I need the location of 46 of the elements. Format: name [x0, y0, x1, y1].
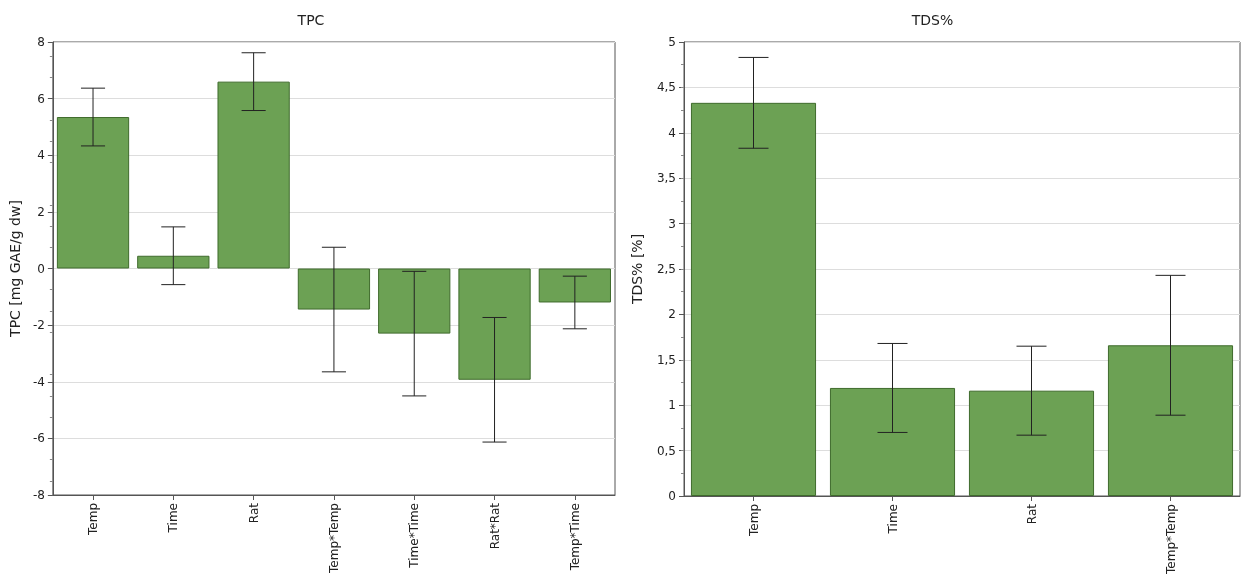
chart-title: TDS% [910, 12, 954, 28]
bar [1107, 345, 1234, 496]
bar [56, 117, 130, 269]
y-tick-label: 0 [37, 261, 45, 276]
x-tick-label: Time*Time [407, 503, 422, 569]
y-tick-label: 0 [668, 489, 676, 503]
y-tick-label: 0,5 [656, 443, 676, 458]
y-tick-label: -2 [32, 318, 45, 333]
x-tick-label: Temp [746, 504, 761, 537]
y-tick-label: -8 [32, 488, 45, 502]
y-axis-title: TDS% [%] [629, 233, 645, 306]
y-tick-label: 2 [37, 204, 45, 219]
y-tick-label: 5 [668, 35, 676, 49]
y-tick-label: 8 [37, 35, 45, 49]
chart-title: TPC [296, 12, 325, 28]
y-tick-label: -6 [32, 431, 45, 446]
x-tick-label: Rat [246, 502, 261, 524]
y-tick-label: 3 [668, 216, 676, 231]
y-tick-label: 4,5 [656, 80, 676, 95]
x-tick-label: Temp [86, 503, 101, 536]
y-tick-label: -4 [32, 374, 45, 389]
y-tick-label: 3,5 [656, 171, 676, 186]
y-tick-label: 4 [668, 125, 676, 140]
bar [968, 390, 1095, 496]
x-tick-label: Rat [1024, 503, 1039, 525]
x-tick-label: Time [885, 504, 900, 535]
bar [297, 268, 371, 310]
y-tick-label: 1,5 [656, 352, 676, 367]
bar [137, 255, 210, 269]
x-tick-label: Temp*Temp [326, 503, 341, 574]
x-tick-label: Temp*Time [567, 503, 582, 572]
x-tick-label: Time [166, 503, 181, 534]
y-tick-label: 1 [668, 398, 676, 413]
y-tick-label: 2 [668, 307, 676, 322]
bar [690, 102, 817, 496]
y-axis-title: TPC [mg GAE/g dw] [7, 200, 23, 338]
y-tick-label: 6 [37, 91, 45, 106]
bar [378, 268, 451, 334]
bar [217, 81, 290, 269]
y-tick-label: 4 [37, 148, 45, 163]
x-tick-label: Rat*Rat [487, 502, 502, 550]
y-tick-label: 2,5 [656, 262, 676, 276]
bar [829, 387, 956, 496]
x-tick-label: Temp*Temp [1163, 504, 1178, 575]
bar [458, 268, 531, 380]
bar [538, 268, 611, 303]
